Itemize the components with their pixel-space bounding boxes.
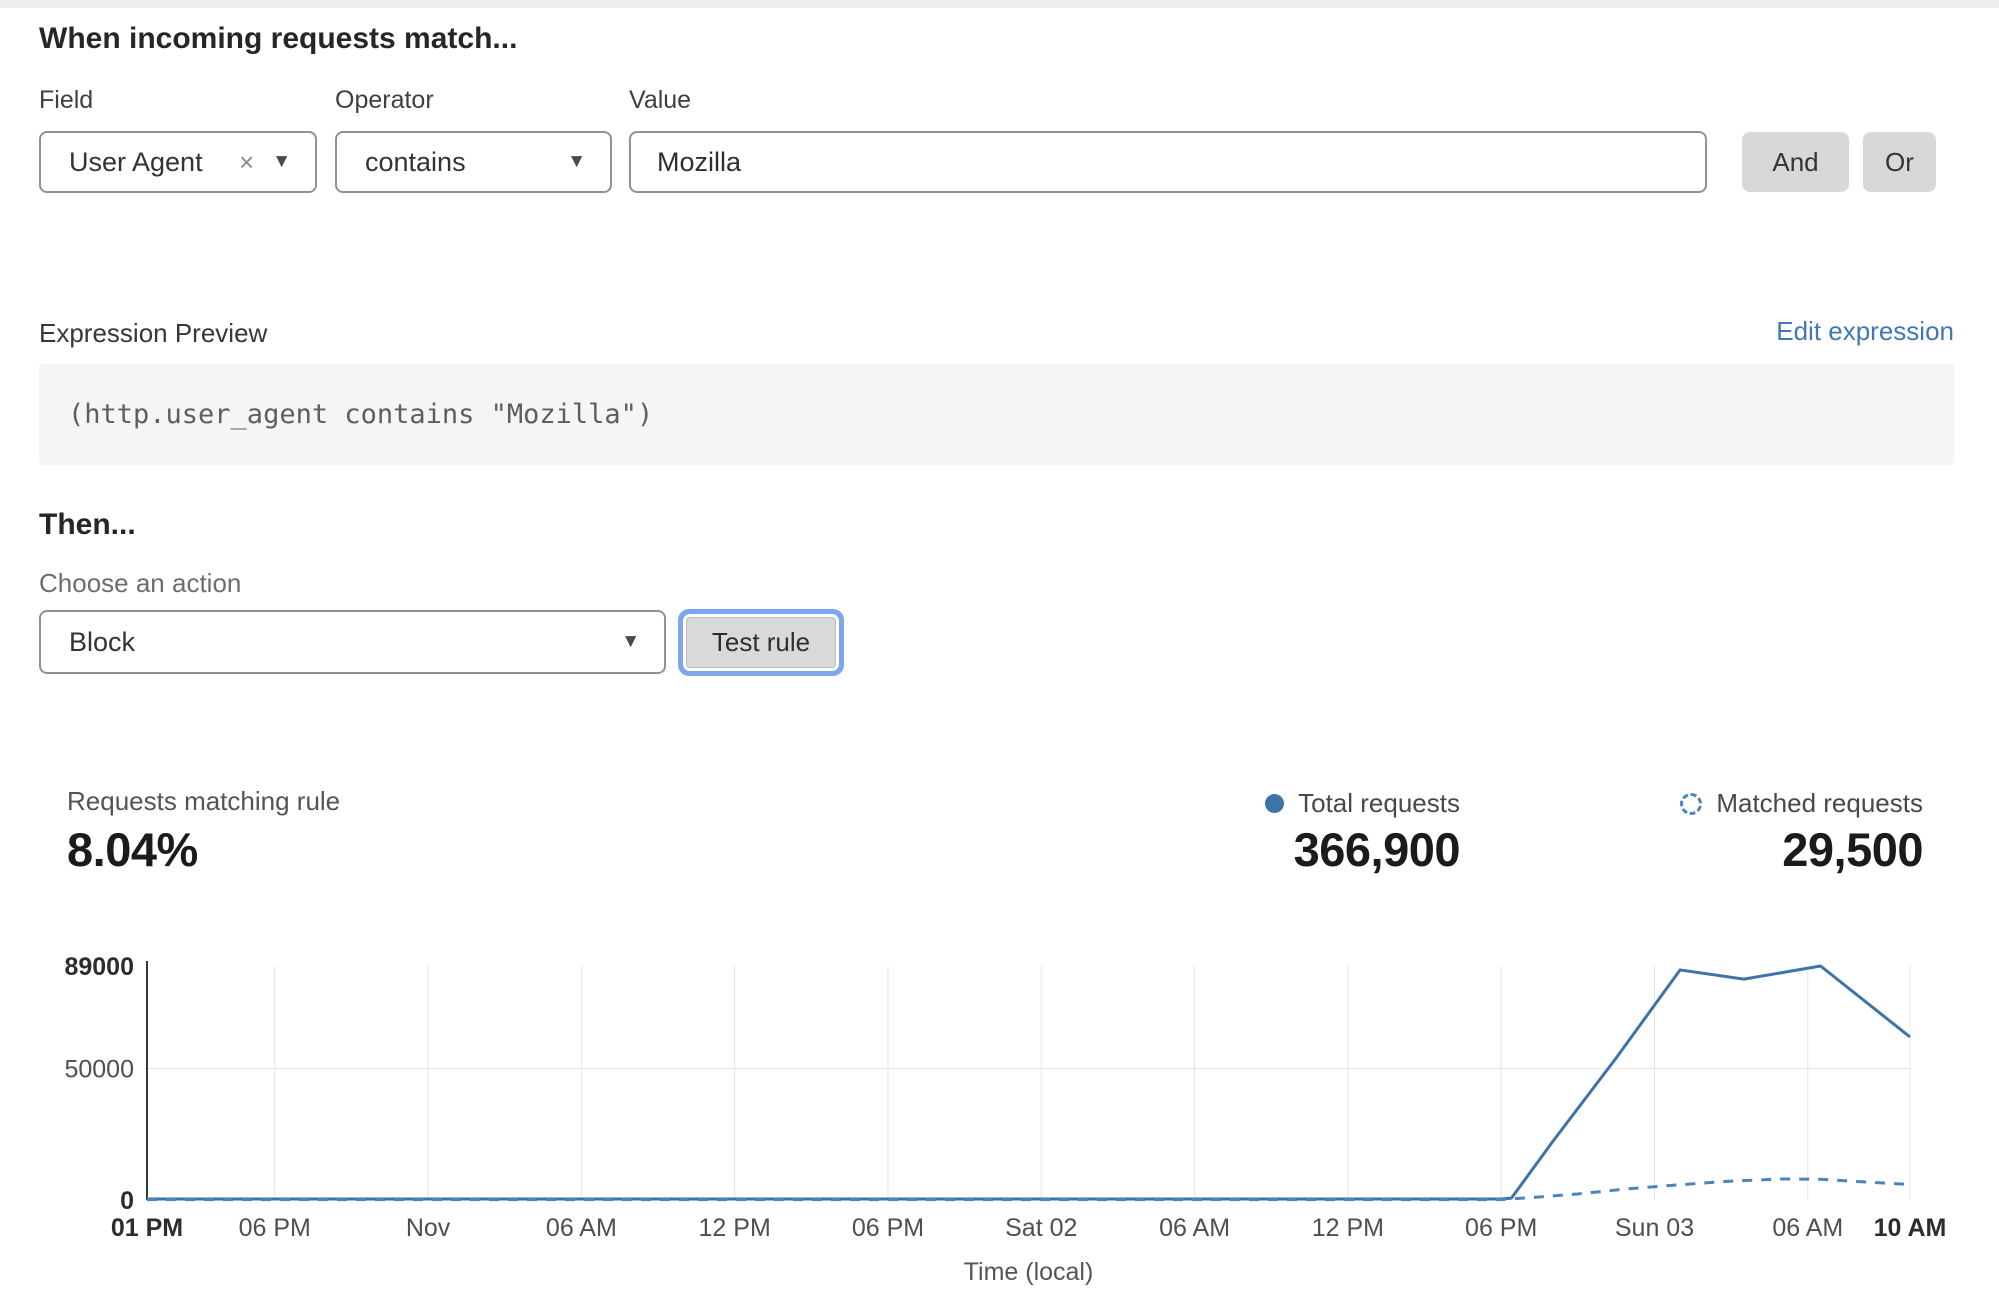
operator-select-value: contains [365, 146, 466, 177]
top-divider [0, 0, 1999, 8]
edit-expression-link[interactable]: Edit expression [1776, 316, 1954, 346]
field-label: Field [39, 86, 94, 114]
series-solid [147, 964, 1911, 1201]
x-axis-title: Time (local) [964, 1258, 1094, 1286]
x-tick-label: 06 PM [1465, 1214, 1537, 1242]
legend-matched-label: Matched requests [1716, 788, 1923, 818]
matched-requests-value: 29,500 [1782, 823, 1923, 876]
x-tick-label: 10 AM [1874, 1214, 1947, 1242]
y-tick-label: 89000 [64, 953, 134, 981]
expression-code-block: (http.user_agent contains "Mozilla") [39, 364, 1954, 465]
x-tick-label: 01 PM [111, 1214, 183, 1242]
chevron-down-icon: ▼ [567, 151, 586, 172]
x-tick-label: Sat 02 [1005, 1214, 1077, 1242]
solid-dot-icon [1265, 794, 1285, 813]
y-tick-label: 0 [120, 1187, 134, 1215]
x-tick-label: 06 PM [852, 1214, 924, 1242]
clear-field-icon[interactable]: × [239, 147, 255, 177]
chevron-down-icon: ▼ [621, 631, 640, 652]
x-tick-label: 06 AM [1772, 1214, 1843, 1242]
x-tick-label: 12 PM [1312, 1214, 1384, 1242]
operator-select[interactable]: contains ▼ [335, 131, 612, 193]
legend-matched-requests: Matched requests [1680, 788, 1923, 819]
expression-code: (http.user_agent contains "Mozilla") [68, 399, 654, 430]
x-tick-label: Nov [406, 1214, 451, 1242]
and-button[interactable]: And [1742, 132, 1849, 192]
requests-matching-label: Requests matching rule [67, 786, 341, 816]
test-rule-button[interactable]: Test rule [686, 617, 836, 668]
or-button[interactable]: Or [1863, 132, 1936, 192]
match-heading: When incoming requests match... [39, 22, 518, 55]
requests-line-chart: 89000 50000 001 PM 06 PM Nov 06 AM 12 PM 06 PM S… [64, 953, 1947, 1286]
total-requests-value: 366,900 [1293, 823, 1461, 876]
dashed-circle-icon [1680, 792, 1703, 815]
value-input[interactable] [629, 131, 1707, 193]
field-select-value: User Agent [69, 146, 203, 177]
then-heading: Then... [39, 508, 136, 541]
x-tick-label: 12 PM [699, 1214, 771, 1242]
series-dashed [147, 1177, 1911, 1202]
field-select[interactable]: User Agent × ▼ [39, 131, 317, 193]
x-tick-label: 06 AM [546, 1214, 617, 1242]
x-tick-label: Sun 03 [1615, 1214, 1694, 1242]
operator-label: Operator [335, 86, 434, 114]
action-select-value: Block [69, 626, 136, 657]
y-tick-label: 50000 [64, 1056, 134, 1084]
requests-matching-value: 8.04% [67, 823, 198, 876]
value-label: Value [629, 86, 692, 114]
choose-action-label: Choose an action [39, 568, 242, 598]
action-select[interactable]: Block ▼ [39, 610, 666, 674]
x-tick-label: 06 AM [1159, 1214, 1230, 1242]
chevron-down-icon: ▼ [272, 151, 291, 172]
expression-preview-label: Expression Preview [39, 318, 268, 348]
legend-total-requests: Total requests [1265, 788, 1460, 819]
x-tick-label: 06 PM [239, 1214, 311, 1242]
legend-total-label: Total requests [1298, 788, 1460, 818]
